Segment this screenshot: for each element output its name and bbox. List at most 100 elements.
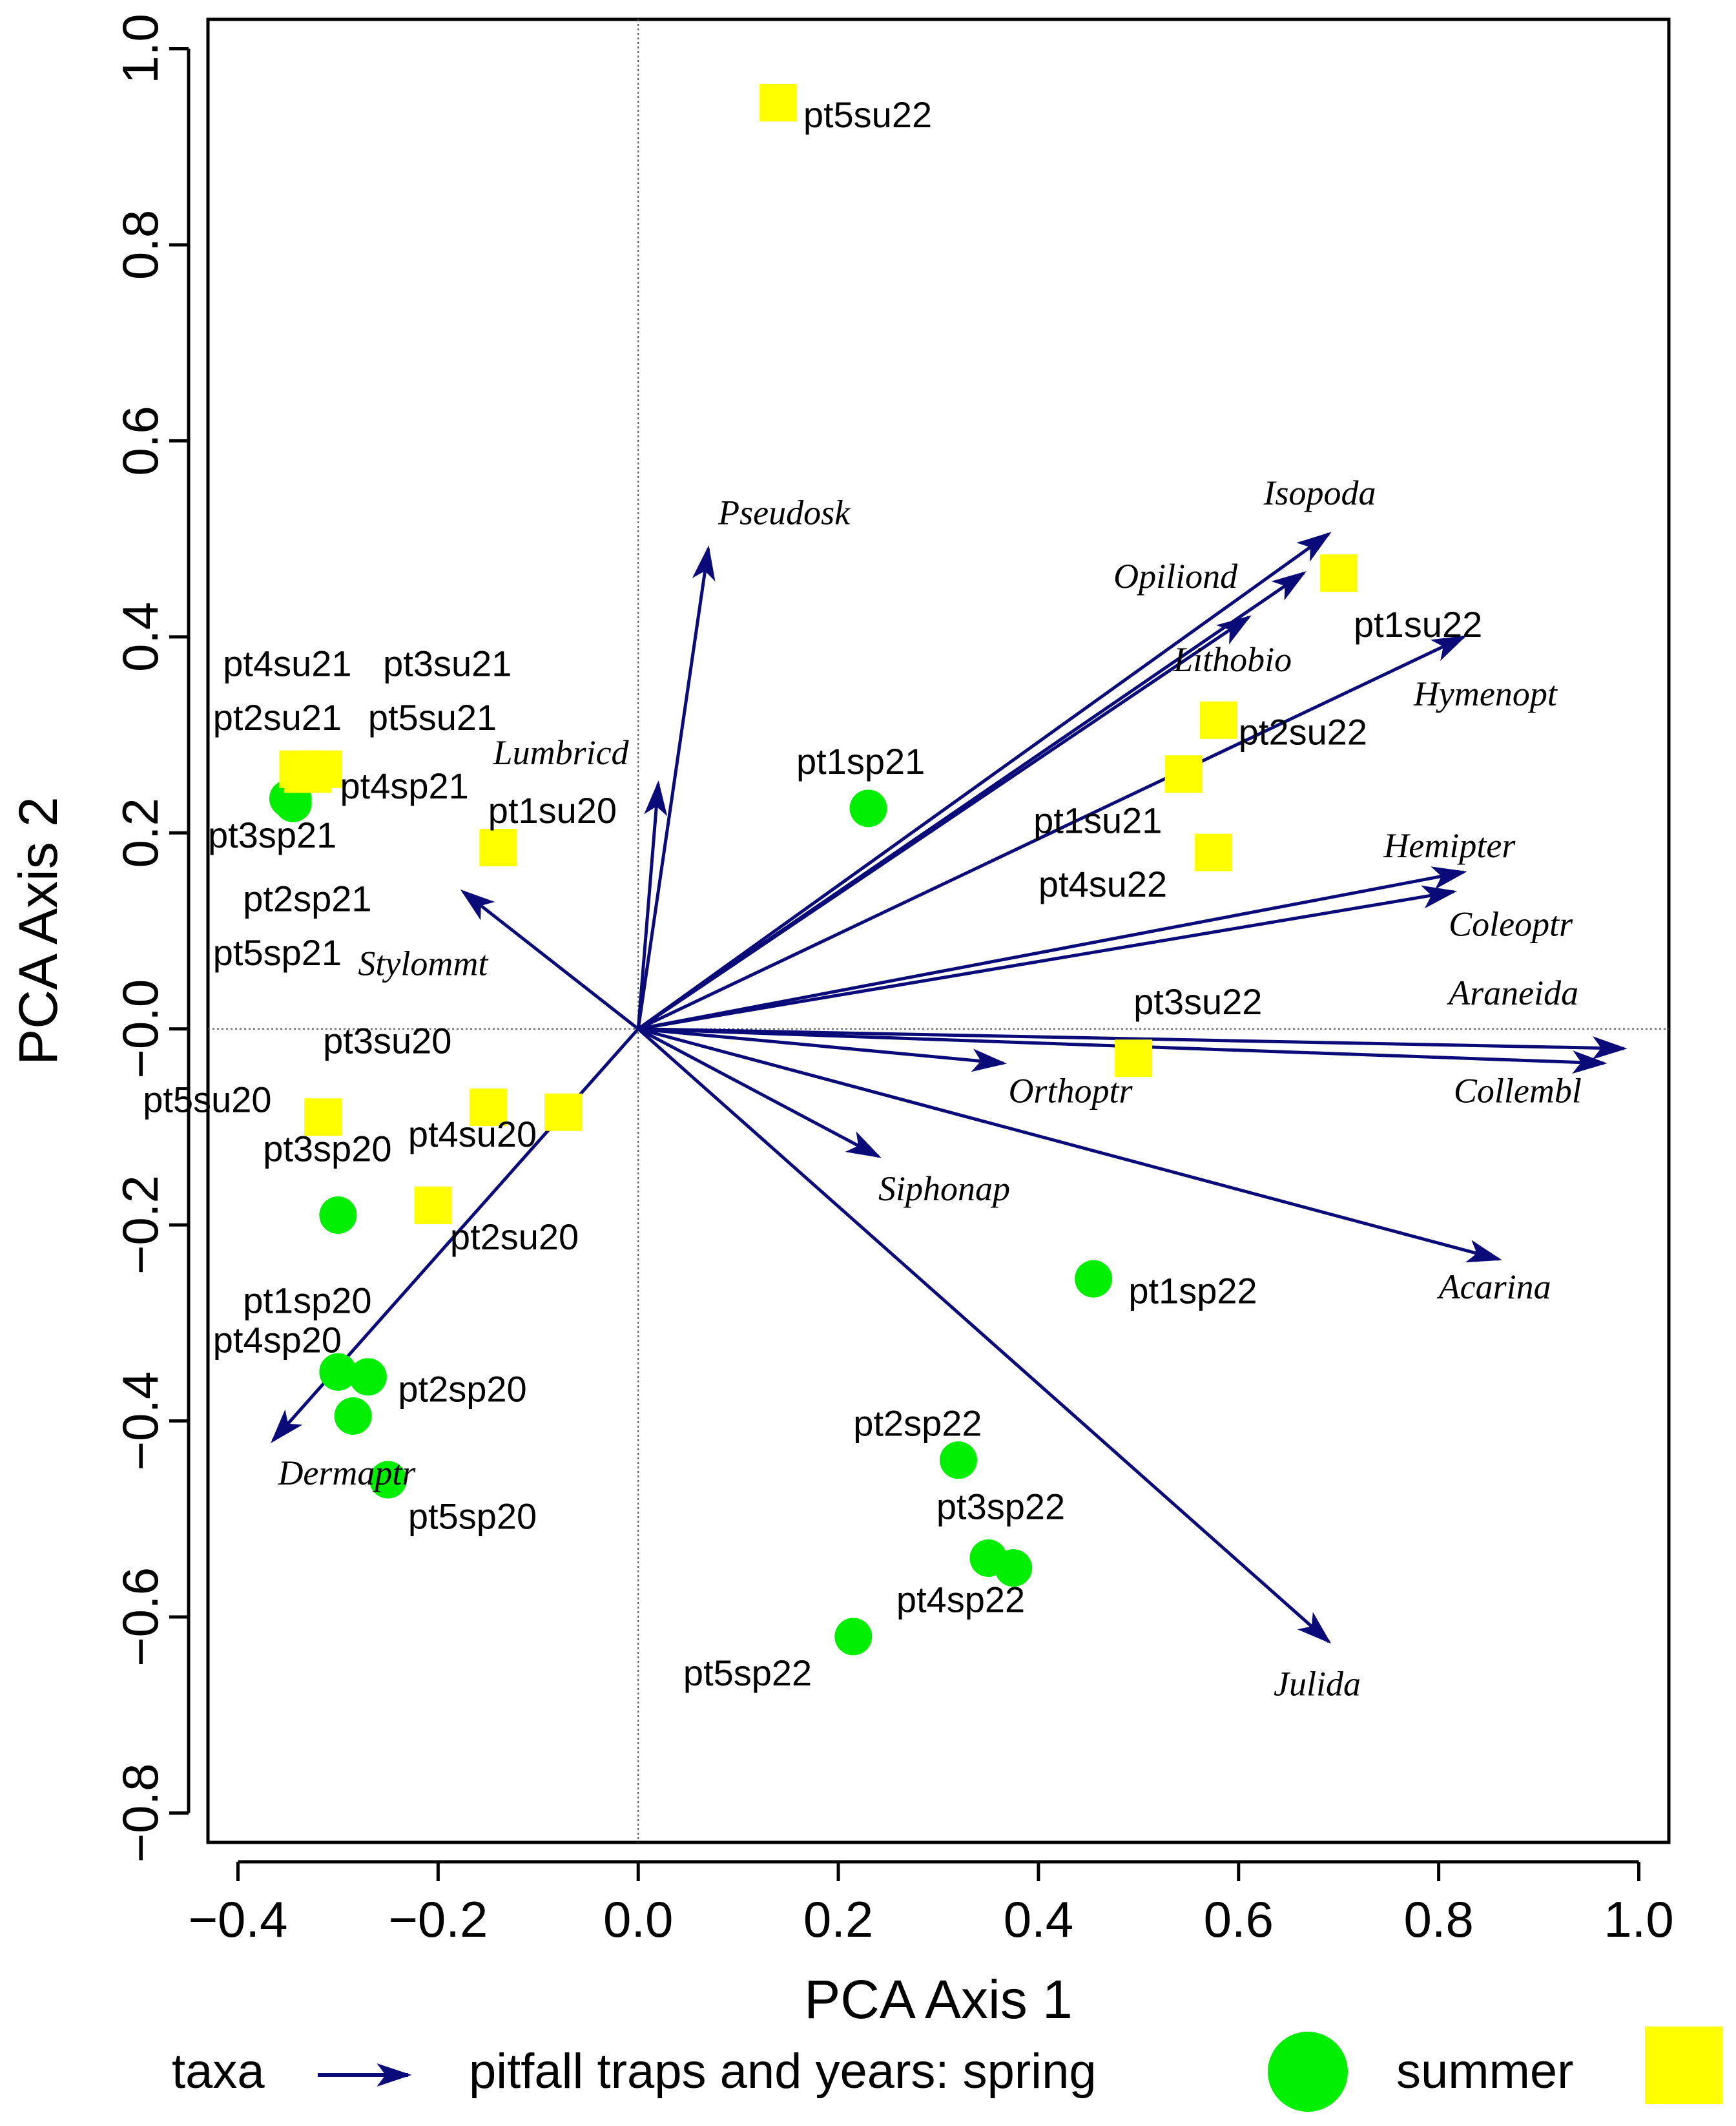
taxon-arrow xyxy=(636,780,668,1029)
trap-label: pt1sp21 xyxy=(796,741,925,782)
taxon-label: Lithobio xyxy=(1173,640,1292,679)
y-tick-label: −0.4 xyxy=(112,1371,169,1471)
y-tick-label: −0.2 xyxy=(112,1175,169,1275)
spring-marker xyxy=(939,1441,977,1479)
taxon-arrow xyxy=(637,532,1332,1030)
taxon-label: Julida xyxy=(1274,1664,1361,1703)
taxon-arrow xyxy=(460,889,639,1030)
trap-label: pt2sp22 xyxy=(853,1402,982,1443)
taxon-arrow xyxy=(637,1027,882,1158)
trap-label: pt4sp20 xyxy=(213,1319,342,1360)
y-tick-label: −0.6 xyxy=(112,1567,169,1667)
taxon-arrow xyxy=(637,615,1252,1030)
taxon-label: Siphonap xyxy=(878,1169,1010,1208)
y-axis-title: PCA Axis 2 xyxy=(8,797,68,1065)
legend-taxa-label: taxa xyxy=(172,2044,265,2099)
plot-frame xyxy=(206,17,1671,1844)
x-tick-label: 1.0 xyxy=(1604,1891,1673,1948)
trap-label: pt3sp21 xyxy=(208,815,336,855)
x-tick-label: 0.4 xyxy=(1004,1891,1073,1948)
x-tick-label: 0.8 xyxy=(1403,1891,1473,1948)
taxon-arrow xyxy=(637,866,1467,1031)
spring-marker xyxy=(334,1397,372,1435)
trap-label: pt1su22 xyxy=(1354,604,1482,645)
y-tick-label: 0.8 xyxy=(112,210,169,280)
taxon-label: Orthoptr xyxy=(1008,1072,1133,1110)
trap-label: pt1sp20 xyxy=(243,1280,371,1321)
trap-label: pt2su21 xyxy=(213,697,342,738)
zero-lines xyxy=(208,19,1669,1842)
taxon-arrow xyxy=(637,1027,1008,1072)
trap-label: pt2su22 xyxy=(1239,712,1367,753)
trap-label: pt2sp21 xyxy=(243,879,371,919)
legend: taxa pitfall traps and years: spring sum… xyxy=(172,2027,1722,2112)
taxon-label: Dermaptr xyxy=(277,1454,416,1492)
taxon-arrow xyxy=(638,1027,1628,1060)
taxon-label: Isopoda xyxy=(1263,474,1376,512)
y-tick-label: −0.0 xyxy=(112,979,169,1079)
trap-label: pt3su20 xyxy=(323,1021,451,1061)
x-tick-label: −0.4 xyxy=(188,1891,287,1948)
y-tick-label: −0.8 xyxy=(112,1763,169,1862)
summer-marker xyxy=(1164,755,1203,793)
trap-label: pt1su20 xyxy=(488,790,617,831)
trap-label: pt1sp22 xyxy=(1128,1271,1257,1311)
taxon-arrow xyxy=(637,1027,1502,1263)
taxon-label: Coleoptr xyxy=(1449,905,1573,944)
spring-marker xyxy=(369,1461,407,1499)
legend-traps-label: pitfall traps and years: spring xyxy=(469,2044,1097,2099)
y-tick-label: 1.0 xyxy=(112,14,169,83)
spring-marker xyxy=(995,1549,1033,1587)
summer-marker xyxy=(760,83,798,121)
spring-marker xyxy=(834,1618,873,1656)
taxon-label: Acarina xyxy=(1437,1267,1551,1306)
taxon-label: Hemipter xyxy=(1383,826,1516,865)
x-tick-label: 0.0 xyxy=(603,1891,673,1948)
taxon-label: Stylommt xyxy=(358,944,489,983)
spring-marker xyxy=(274,784,312,822)
x-axis-title: PCA Axis 1 xyxy=(804,1969,1073,2030)
trap-label: pt4su20 xyxy=(408,1114,537,1154)
trap-label: pt3sp20 xyxy=(263,1129,391,1169)
trap-label: pt1su21 xyxy=(1033,800,1162,840)
legend-spring-marker xyxy=(1268,2032,1348,2112)
taxon-label: Lumbricd xyxy=(493,733,630,772)
taxon-arrow xyxy=(637,635,1467,1030)
trap-label: pt2sp20 xyxy=(398,1368,526,1409)
trap-label: pt4su22 xyxy=(1038,864,1167,904)
summer-marker xyxy=(304,1098,342,1136)
legend-summer-label: summer xyxy=(1396,2044,1573,2099)
spring-marker xyxy=(319,1353,357,1391)
spring-marker xyxy=(1075,1260,1113,1298)
trap-labels: pt5su22 pt1su22 pt2su22 pt1su21 pt4su22 pt3su… xyxy=(143,94,1482,1693)
trap-label: pt4sp22 xyxy=(896,1579,1025,1620)
x-axis-ticks: −0.4 −0.2 0.0 0.2 0.4 0.6 0.8 1.0 xyxy=(188,1860,1674,1948)
taxon-arrow xyxy=(636,545,716,1030)
summer-marker xyxy=(479,829,517,867)
summer-marker xyxy=(544,1093,583,1131)
spring-marker xyxy=(849,789,887,828)
trap-label: pt2su20 xyxy=(450,1216,579,1257)
y-axis-ticks: −0.8 −0.6 −0.4 −0.2 −0.0 0.2 0.4 0.6 0.8 1.0 xyxy=(112,14,191,1862)
legend-summer-marker xyxy=(1645,2027,1722,2104)
trap-label: pt5su22 xyxy=(803,94,932,135)
summer-marker xyxy=(1199,701,1237,739)
taxon-label: Opiliond xyxy=(1113,557,1238,596)
y-tick-label: 0.4 xyxy=(112,602,169,672)
summer-marker xyxy=(1195,833,1233,871)
summer-marker xyxy=(469,1089,507,1127)
summer-marker xyxy=(414,1186,452,1224)
spring-marker xyxy=(319,1196,357,1234)
trap-label: pt4su21 xyxy=(223,643,351,684)
taxon-arrow xyxy=(637,885,1458,1031)
trap-label: pt5su21 xyxy=(368,697,497,738)
trap-label: pt5sp21 xyxy=(213,932,342,973)
y-tick-label: 0.6 xyxy=(112,406,169,475)
trap-label: pt5sp22 xyxy=(683,1652,812,1693)
trap-label: pt3sp22 xyxy=(936,1486,1065,1527)
trap-label: pt5sp20 xyxy=(408,1495,537,1536)
summer-marker xyxy=(1115,1039,1153,1078)
trap-markers xyxy=(269,83,1358,1656)
taxon-arrow xyxy=(637,1027,1332,1644)
